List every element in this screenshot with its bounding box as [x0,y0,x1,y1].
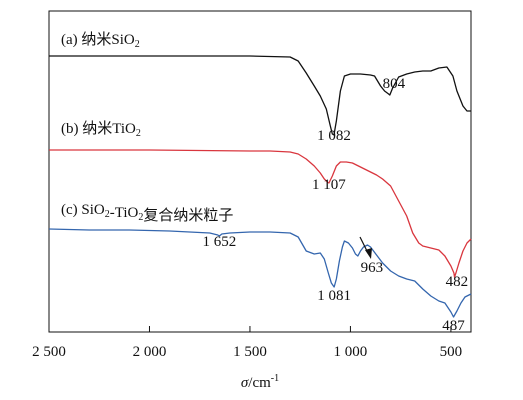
peak-label: 1 652 [203,234,237,250]
series-line [49,55,471,136]
series-group [48,55,472,318]
peak-label: 1 082 [317,128,351,144]
series-name-label: (c) SiO2-TiO2复合纳米粒子 [61,202,233,224]
peak-label: 1 081 [317,288,351,304]
plot-frame [48,10,472,333]
x-tick-label: 1 000 [334,344,368,360]
peak-label: 482 [446,274,469,290]
x-ticks: 2 500 2 000 1 500 1 000 500 [32,326,462,360]
x-tick-label: 500 [440,344,463,360]
x-tick-label: 1 500 [233,344,267,360]
x-tick-label: 2 000 [133,344,167,360]
annotations: (a) 纳米SiO2 (b) 纳米TiO2 (c) SiO2-TiO2复合纳米粒子 1… [61,31,468,334]
series-line [48,228,472,318]
peak-label: 804 [383,76,406,92]
peak-label: 487 [442,318,465,334]
series-name-label: (a) 纳米SiO2 [61,31,140,50]
series-name-label: (b) 纳米TiO2 [61,120,141,139]
peak-arrow [359,236,372,259]
x-axis-label: σ/cm-1 [241,373,279,391]
peak-label: 1 107 [312,177,346,193]
series-line [49,149,472,278]
peak-label: 963 [361,260,384,276]
x-tick-label: 2 500 [32,344,66,360]
